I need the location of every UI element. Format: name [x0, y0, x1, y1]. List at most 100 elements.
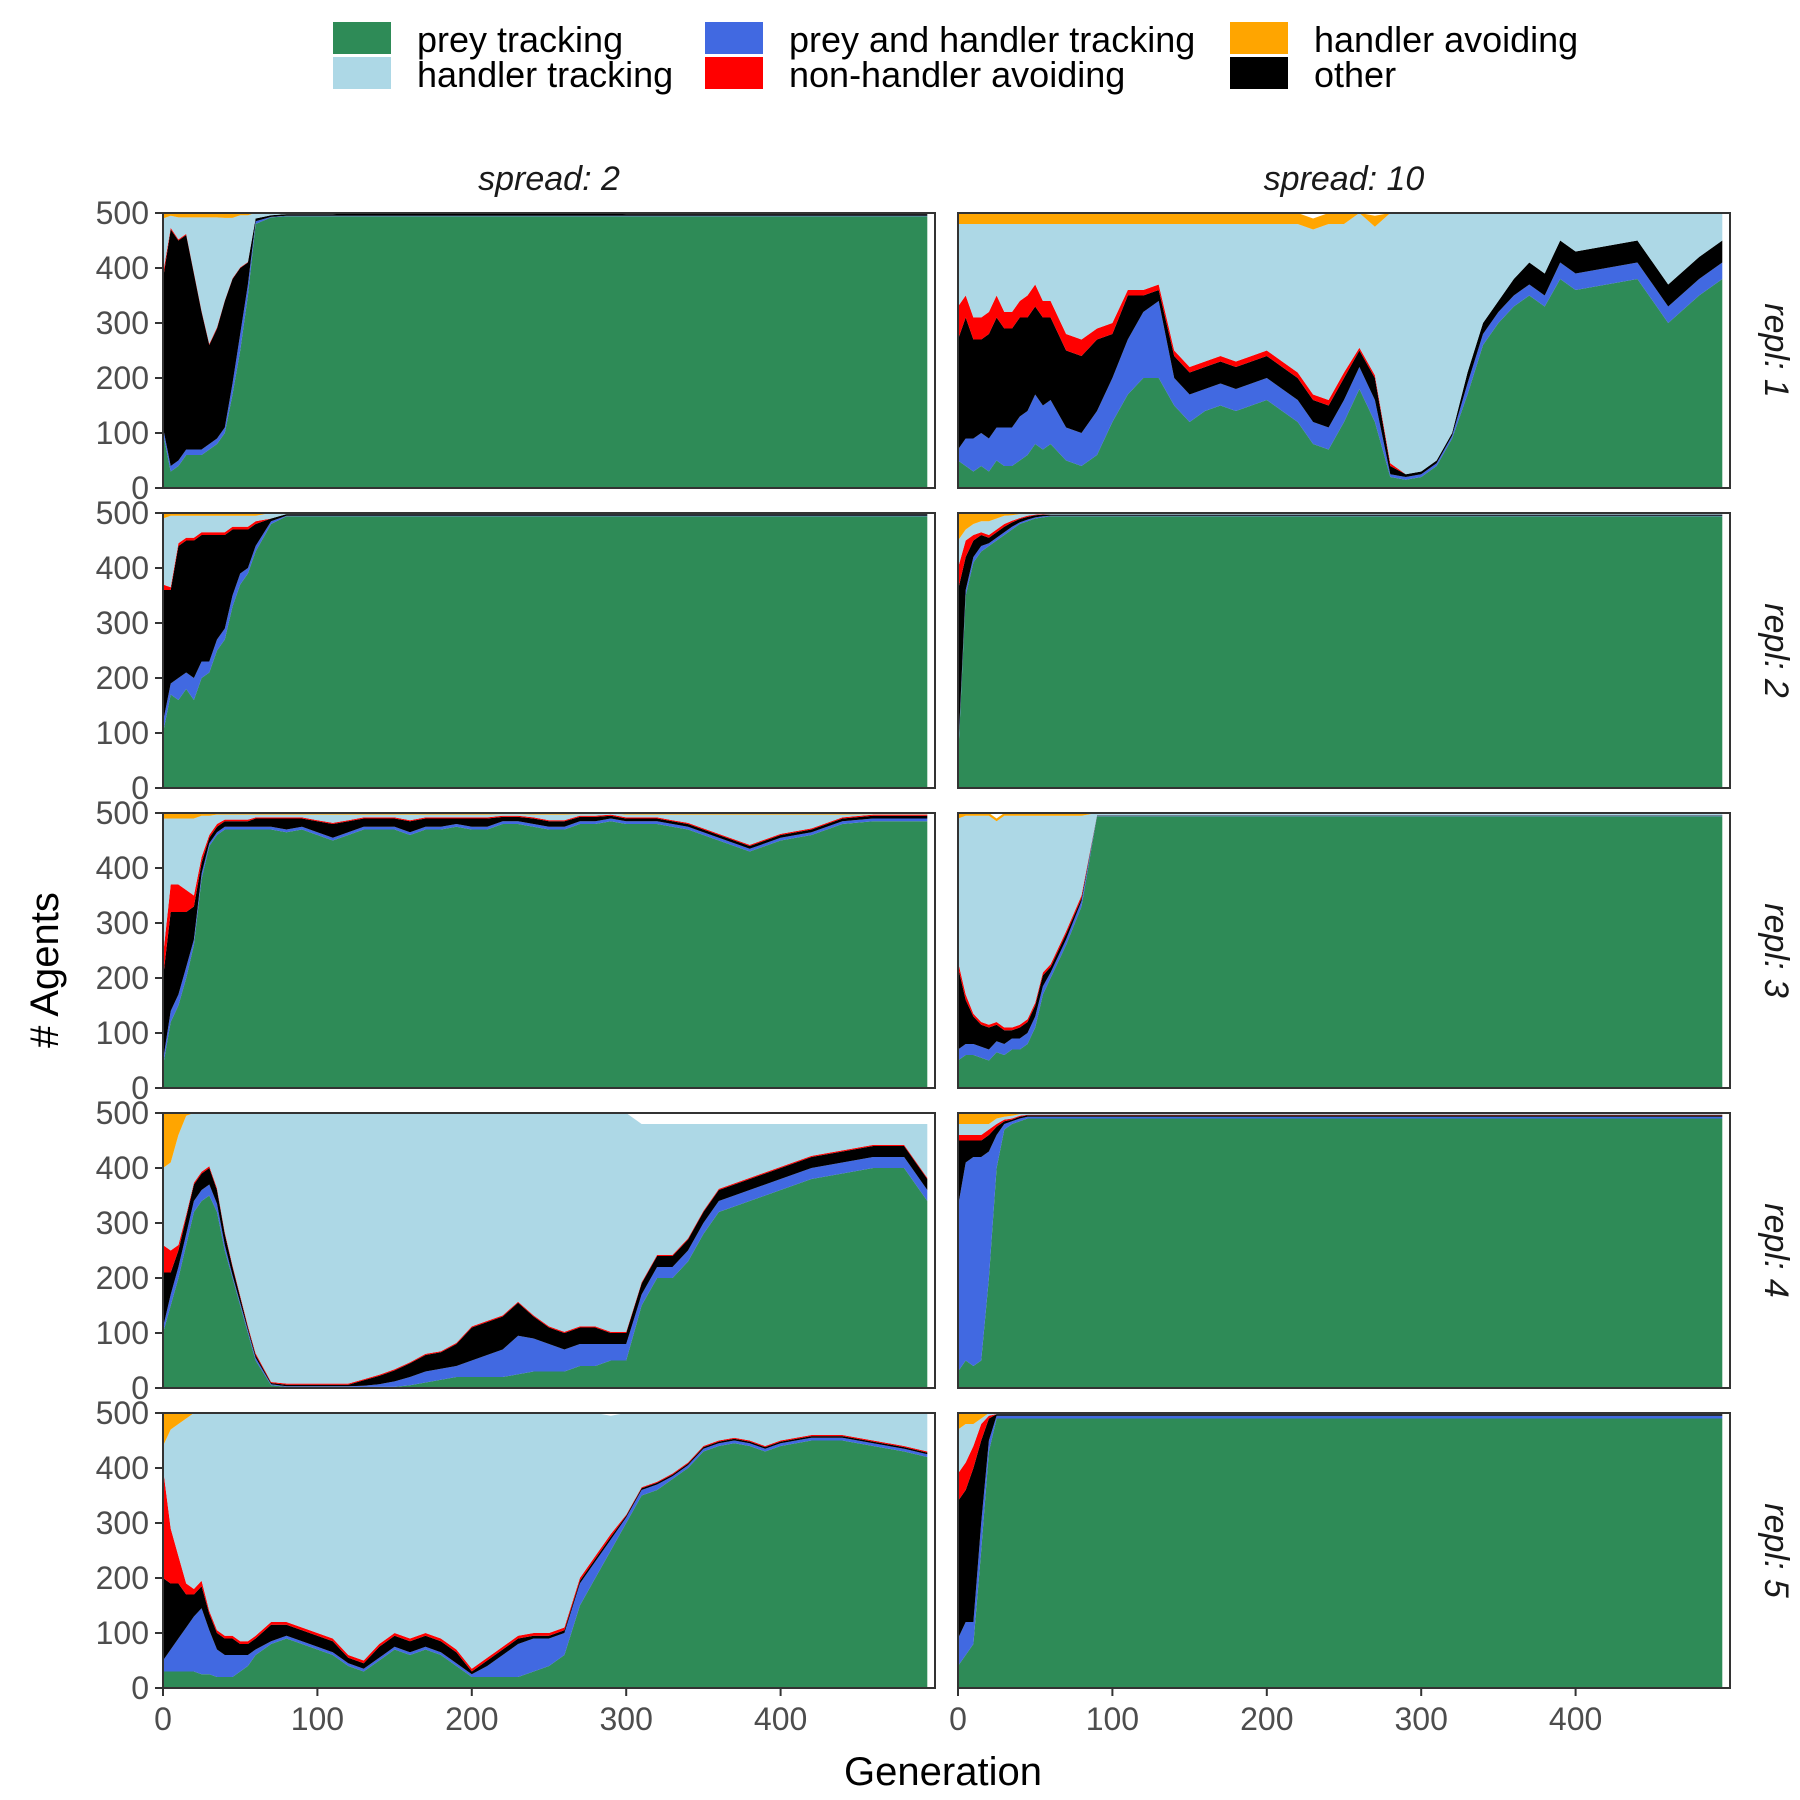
panel-spread-2-repl-5: [162, 1412, 936, 1689]
y-tick-label: 300: [96, 905, 149, 941]
y-tick-label: 400: [96, 850, 149, 886]
legend-item-prey-tracking: prey tracking: [333, 19, 623, 60]
y-tick-label: 200: [96, 960, 149, 996]
panel-spread-10-repl-3: [957, 812, 1731, 1089]
legend-label-prey-tracking: prey tracking: [417, 19, 623, 60]
y-tick-label: 0: [131, 1670, 149, 1706]
area-other: [163, 1146, 928, 1387]
panel-spread-2-repl-4: [162, 1112, 936, 1389]
legend-swatch-handler-tracking: [333, 57, 391, 89]
y-tick-label: 0: [131, 470, 149, 506]
legend-label-handler-avoiding: handler avoiding: [1314, 19, 1578, 60]
y-tick-label: 500: [96, 1395, 149, 1431]
legend-item-handler-avoiding: handler avoiding: [1230, 19, 1578, 60]
y-tick-label: 400: [96, 550, 149, 586]
y-tick-label: 0: [131, 1070, 149, 1106]
area-handler-avoiding: [958, 213, 1723, 230]
y-tick-label: 500: [96, 195, 149, 231]
panel-border: [162, 1412, 936, 1689]
axes: 0100200300400500010020030040050001002003…: [96, 195, 1603, 1737]
y-tick-label: 300: [96, 305, 149, 341]
legend-swatch-handler-avoiding: [1230, 22, 1288, 54]
y-tick-label: 0: [131, 1370, 149, 1406]
y-tick-label: 300: [96, 1205, 149, 1241]
legend-label-prey-and-handler-tracking: prey and handler tracking: [789, 19, 1195, 60]
panel-border: [162, 212, 936, 489]
panel-border: [957, 1412, 1731, 1689]
area-handler-tracking: [163, 1413, 928, 1669]
y-tick-label: 100: [96, 715, 149, 751]
x-tick-label: 300: [1395, 1701, 1448, 1737]
area-prey-tracking: [163, 216, 928, 489]
legend-item-other: other: [1230, 54, 1396, 95]
y-tick-label: 100: [96, 415, 149, 451]
panel-spread-2-repl-2: [162, 512, 936, 789]
panel-border: [162, 512, 936, 789]
panel-spread-2-repl-3: [162, 812, 936, 1089]
x-tick-label: 200: [445, 1701, 498, 1737]
row-strip-label: repl: 1: [1757, 303, 1795, 398]
panel-spread-10-repl-5: [957, 1412, 1731, 1689]
y-tick-label: 400: [96, 250, 149, 286]
area-prey-tracking: [163, 1168, 928, 1388]
facet-strips: spread: 2 spread: 10 repl: 1 repl: 2 repl: 3…: [478, 160, 1795, 1598]
y-tick-label: 200: [96, 1560, 149, 1596]
facet-panels: [162, 212, 1731, 1689]
x-tick-label: 400: [1549, 1701, 1602, 1737]
panel-spread-2-repl-1: [162, 212, 936, 489]
x-tick-label: 300: [600, 1701, 653, 1737]
panel-border: [162, 812, 936, 1089]
panel-border: [957, 512, 1731, 789]
y-tick-label: 100: [96, 1015, 149, 1051]
area-handler-tracking: [163, 513, 928, 588]
panel-border: [957, 1112, 1731, 1389]
panel-spread-10-repl-1: [957, 212, 1731, 489]
row-strip-label: repl: 3: [1757, 903, 1795, 998]
x-axis-title: Generation: [844, 1750, 1042, 1794]
y-tick-label: 300: [96, 1505, 149, 1541]
legend-swatch-non-handler-avoiding: [705, 57, 763, 89]
area-handler-tracking: [958, 813, 1723, 1028]
y-tick-label: 300: [96, 605, 149, 641]
area-prey-tracking: [163, 821, 928, 1088]
y-tick-label: 200: [96, 1260, 149, 1296]
area-prey-tracking: [163, 516, 928, 788]
panel-spread-10-repl-4: [957, 1112, 1731, 1389]
area-other: [163, 514, 928, 722]
area-handler-tracking: [958, 213, 1723, 475]
legend-label-non-handler-avoiding: non-handler avoiding: [789, 54, 1125, 95]
area-prey-tracking: [163, 1440, 928, 1688]
area-handler-avoiding: [163, 813, 928, 819]
area-prey-tracking: [958, 516, 1723, 788]
y-tick-label: 400: [96, 1150, 149, 1186]
column-strip-label: spread: 2: [478, 160, 620, 198]
y-tick-label: 500: [96, 1095, 149, 1131]
panel-border: [957, 812, 1731, 1089]
x-tick-label: 400: [754, 1701, 807, 1737]
area-prey-tracking: [958, 1418, 1723, 1688]
area-prey-and-handler-tracking: [958, 262, 1723, 480]
legend-swatch-prey-and-handler-tracking: [705, 22, 763, 54]
legend-swatch-other: [1230, 57, 1288, 89]
area-handler-tracking: [163, 213, 928, 344]
y-tick-label: 200: [96, 660, 149, 696]
legend-label-other: other: [1314, 54, 1396, 95]
panel-border: [162, 1112, 936, 1389]
legend-label-handler-tracking: handler tracking: [417, 54, 673, 95]
row-strip-label: repl: 2: [1757, 603, 1795, 698]
x-tick-label: 200: [1240, 1701, 1293, 1737]
row-strip-label: repl: 4: [1757, 1203, 1795, 1298]
x-tick-label: 100: [1086, 1701, 1139, 1737]
area-prey-tracking: [958, 279, 1723, 488]
area-handler-tracking: [163, 1113, 928, 1384]
panel-border: [957, 212, 1731, 489]
y-axis-title: # Agents: [23, 892, 67, 1048]
area-other: [163, 1436, 928, 1675]
y-tick-label: 200: [96, 360, 149, 396]
y-tick-label: 500: [96, 495, 149, 531]
y-tick-label: 100: [96, 1315, 149, 1351]
legend-item-non-handler-avoiding: non-handler avoiding: [705, 54, 1125, 95]
legend-swatch-prey-tracking: [333, 22, 391, 54]
